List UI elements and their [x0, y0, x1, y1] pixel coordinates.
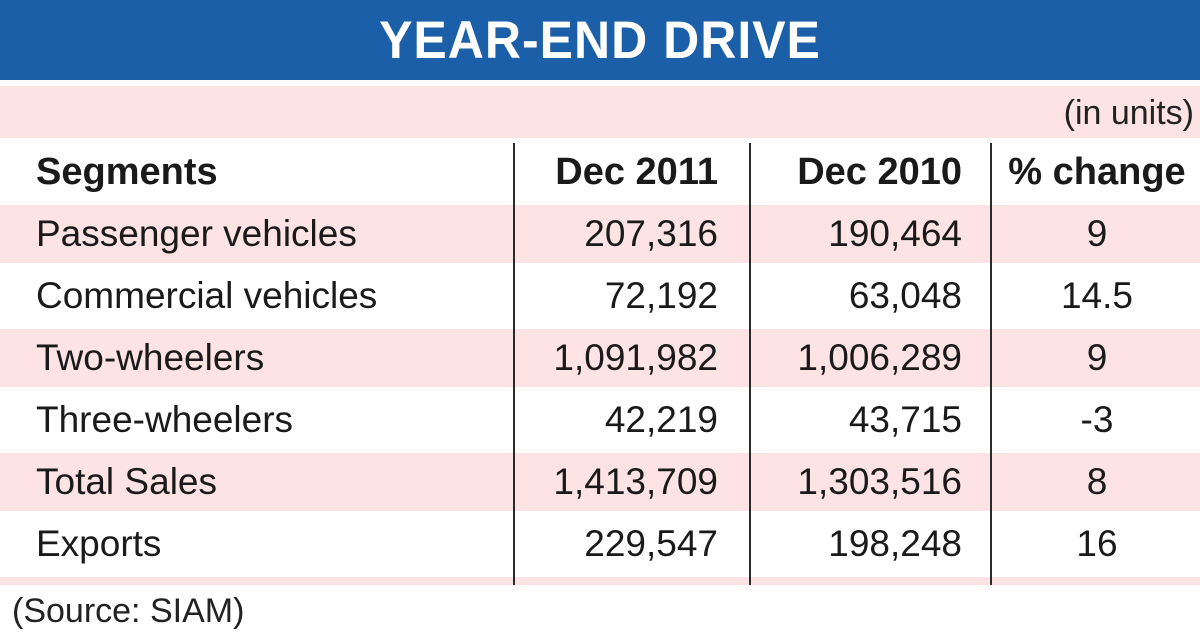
column-divider — [749, 143, 751, 585]
table-header-row: Segments Dec 2011 Dec 2010 % change — [0, 143, 1200, 201]
cell-dec-2011: 1,091,982 — [553, 337, 718, 378]
cell-dec-2010: 190,464 — [828, 213, 962, 254]
cell-dec-2011: 207,316 — [584, 213, 718, 254]
cell-dec-2010: 198,248 — [828, 523, 962, 564]
source-note: (Source: SIAM) — [12, 592, 245, 630]
cell-dec-2010: 1,006,289 — [797, 337, 962, 378]
cell-segment: Three-wheelers — [36, 399, 294, 440]
title-bar: YEAR-END DRIVE — [0, 0, 1200, 80]
table-row: Three-wheelers 42,219 43,715 -3 — [0, 391, 1200, 449]
cell-pct-change: 9 — [1086, 213, 1108, 254]
column-divider — [513, 143, 515, 585]
header-dec-2011: Dec 2011 — [555, 151, 718, 193]
cell-pct-change: 9 — [1086, 337, 1108, 378]
cell-dec-2011: 42,219 — [604, 399, 718, 440]
chart-title: YEAR-END DRIVE — [379, 10, 821, 70]
data-table: Segments Dec 2011 Dec 2010 % change Pass… — [0, 143, 1200, 585]
cell-pct-change: -3 — [1080, 399, 1114, 440]
table-row: Two-wheelers 1,091,982 1,006,289 9 — [0, 329, 1200, 387]
cell-dec-2010: 63,048 — [848, 275, 962, 316]
cell-segment: Passenger vehicles — [36, 213, 357, 254]
cell-segment: Exports — [36, 523, 162, 564]
table-bottom-band — [0, 577, 1200, 585]
header-dec-2010: Dec 2010 — [797, 151, 962, 193]
cell-segment: Commercial vehicles — [36, 275, 378, 316]
cell-dec-2011: 229,547 — [584, 523, 718, 564]
cell-dec-2011: 72,192 — [604, 275, 718, 316]
cell-pct-change: 16 — [1076, 523, 1118, 564]
cell-segment: Two-wheelers — [36, 337, 265, 378]
header-segments: Segments — [36, 151, 218, 193]
units-band: (in units) — [0, 86, 1200, 138]
column-divider — [990, 143, 992, 585]
cell-pct-change: 8 — [1086, 461, 1108, 502]
cell-dec-2011: 1,413,709 — [553, 461, 718, 502]
table-row: Passenger vehicles 207,316 190,464 9 — [0, 205, 1200, 263]
cell-pct-change: 14.5 — [1060, 275, 1133, 316]
cell-dec-2010: 1,303,516 — [797, 461, 962, 502]
table-row: Exports 229,547 198,248 16 — [0, 515, 1200, 573]
header-pct-change: % change — [1008, 151, 1186, 193]
table-row: Commercial vehicles 72,192 63,048 14.5 — [0, 267, 1200, 325]
table-row: Total Sales 1,413,709 1,303,516 8 — [0, 453, 1200, 511]
units-note: (in units) — [1063, 94, 1194, 132]
cell-segment: Total Sales — [36, 461, 217, 502]
cell-dec-2010: 43,715 — [848, 399, 962, 440]
